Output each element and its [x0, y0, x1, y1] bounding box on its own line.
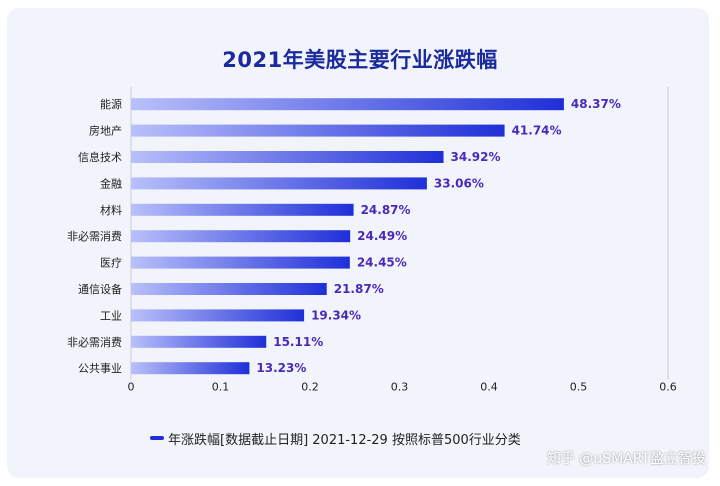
category-label: 公共事业 — [78, 362, 122, 375]
x-tick-label: 0.6 — [659, 380, 677, 393]
chart-card — [7, 8, 709, 478]
legend-swatch — [150, 436, 164, 440]
data-label: 19.34% — [311, 308, 361, 322]
category-label: 材料 — [100, 203, 122, 217]
category-label: 房地产 — [89, 124, 122, 138]
category-label: 非必需消费 — [67, 229, 122, 243]
data-label: 21.87% — [334, 282, 384, 296]
data-label: 34.92% — [451, 150, 501, 164]
x-tick-label: 0.1 — [212, 380, 230, 393]
bar — [131, 335, 267, 348]
x-tick-label: 0.5 — [570, 380, 588, 393]
category-label: 医疗 — [100, 256, 122, 270]
data-label: 48.37% — [571, 97, 621, 111]
bar — [131, 256, 350, 269]
data-label: 24.45% — [357, 256, 407, 270]
x-tick-label: 0.4 — [480, 380, 498, 393]
bar — [131, 124, 505, 137]
x-tick-label: 0.2 — [301, 380, 319, 393]
data-label: 41.74% — [512, 124, 562, 138]
bar — [131, 151, 444, 163]
legend: 年涨跌幅[数据截止日期] 2021-12-29 按照标普500行业分类 — [150, 428, 521, 448]
bar — [131, 98, 564, 111]
category-label: 信息技术 — [78, 150, 122, 164]
bar — [131, 283, 327, 295]
x-tick-label: 0.3 — [391, 380, 409, 393]
data-label: 24.49% — [357, 229, 407, 243]
bar — [131, 230, 351, 243]
chart-title: 2021年美股主要行业涨跌幅 — [222, 48, 498, 72]
bar — [131, 177, 427, 190]
watermark: 知乎 @uSMART盈立智投 — [546, 451, 706, 467]
bar — [131, 309, 305, 322]
bar — [131, 203, 354, 216]
category-label: 通信设备 — [78, 282, 122, 296]
data-label: 33.06% — [434, 176, 484, 190]
legend-label: 年涨跌幅[数据截止日期] 2021-12-29 按照标普500行业分类 — [168, 432, 521, 448]
category-label: 工业 — [100, 309, 122, 322]
data-label: 13.23% — [256, 361, 306, 375]
data-label: 15.11% — [273, 335, 323, 349]
x-tick-label: 0 — [128, 380, 135, 393]
bar — [131, 362, 250, 375]
category-label: 能源 — [100, 97, 122, 111]
data-label: 24.87% — [361, 203, 411, 217]
category-label: 非必需消费 — [67, 335, 122, 349]
category-label: 金融 — [100, 176, 122, 190]
